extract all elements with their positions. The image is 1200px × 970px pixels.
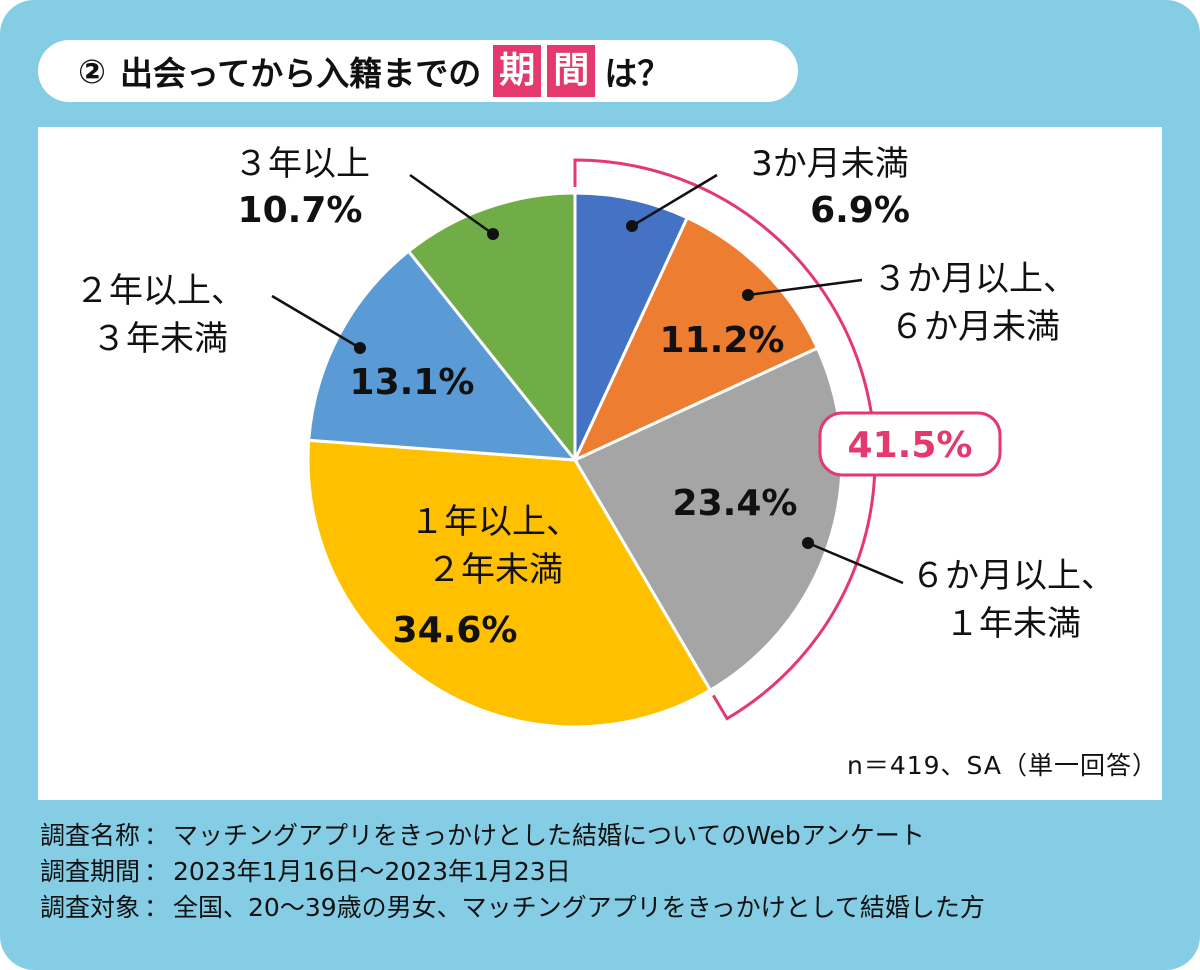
leader-dot	[354, 342, 366, 354]
leader-line	[807, 541, 904, 585]
slice-category-label: ３年以上	[234, 144, 370, 184]
leader-dot	[626, 220, 638, 232]
leader-line	[271, 294, 361, 350]
slice-category-label: １年以上、	[410, 502, 580, 542]
pie-slice	[572, 346, 844, 693]
slice-value-label: 10.7%	[238, 190, 363, 231]
slice-category-label: ６か月未満	[890, 307, 1060, 347]
footer-row-period: 調査期間： 2023年1月16日〜2023年1月23日	[40, 854, 1160, 890]
slice-category-label: ６か月以上、	[911, 556, 1115, 596]
leader-dot	[487, 228, 499, 240]
bracket-total-label: 41.5%	[848, 425, 973, 466]
slice-value-label: 13.1%	[350, 362, 475, 403]
slice-category-label: ２年未満	[427, 550, 563, 590]
footer-separator: ：	[144, 893, 170, 922]
footer-value: 全国、20〜39歳の男女、マッチングアプリをきっかけとして結婚した方	[173, 893, 985, 922]
footer-key: 調査期間	[40, 857, 141, 886]
title-highlight-2: 間	[547, 45, 596, 97]
footer-row-name: 調査名称：マッチングアプリをきっかけとした結婚についてのWebアンケート	[40, 818, 1160, 854]
pie-slices	[306, 191, 844, 729]
title-prefix: 出会ってから入籍までの	[119, 54, 482, 93]
title-number: ②	[78, 51, 106, 91]
footer-separator: ：	[144, 821, 170, 850]
footer-key: 調査名称	[40, 821, 141, 850]
leader-lines	[271, 173, 904, 585]
slice-category-label: 3か月未満	[751, 144, 909, 184]
leader-line	[747, 278, 863, 297]
slice-value-label: 11.2%	[660, 320, 785, 361]
chart-title: ② 出会ってから入籍までの 期 間 は？	[38, 40, 798, 102]
footer-row-target: 調査対象：全国、20〜39歳の男女、マッチングアプリをきっかけとして結婚した方	[40, 890, 1160, 926]
pie-slice	[571, 215, 820, 464]
leader-dot	[742, 289, 754, 301]
pie-slice	[406, 191, 577, 465]
leader-line	[631, 173, 718, 228]
survey-footer: 調査名称：マッチングアプリをきっかけとした結婚についてのWebアンケート 調査期…	[40, 818, 1160, 926]
leader-dot	[802, 537, 814, 549]
sample-note: n＝419、SA（単一回答）	[847, 751, 1158, 780]
leader-line	[409, 173, 494, 236]
footer-value: マッチングアプリをきっかけとした結婚についてのWebアンケート	[173, 821, 925, 850]
footer-separator: ：	[144, 857, 170, 886]
footer-value: 2023年1月16日〜2023年1月23日	[173, 857, 571, 886]
slice-category-label: ３年未満	[92, 319, 228, 359]
bracket-arc	[573, 158, 877, 721]
pie-slice	[573, 191, 690, 461]
slice-labels: 3か月未満 6.9% ３か月以上、 ６か月未満 11.2% ６か月以上、 １年未満 23.4%…	[75, 144, 1115, 651]
slice-category-label: １年未満	[945, 604, 1081, 644]
pie-slice	[306, 438, 713, 729]
slice-value-label: 6.9%	[810, 190, 910, 231]
title-highlight-1: 期	[493, 45, 542, 97]
footer-key: 調査対象	[40, 893, 141, 922]
bracket-total-box	[818, 411, 1002, 477]
slice-category-label: ２年以上、	[75, 271, 245, 311]
slice-category-label: ３か月以上、	[873, 259, 1077, 299]
title-suffix: は？	[604, 54, 671, 93]
slice-value-label: 23.4%	[673, 483, 798, 524]
slice-value-label: 34.6%	[393, 610, 518, 651]
